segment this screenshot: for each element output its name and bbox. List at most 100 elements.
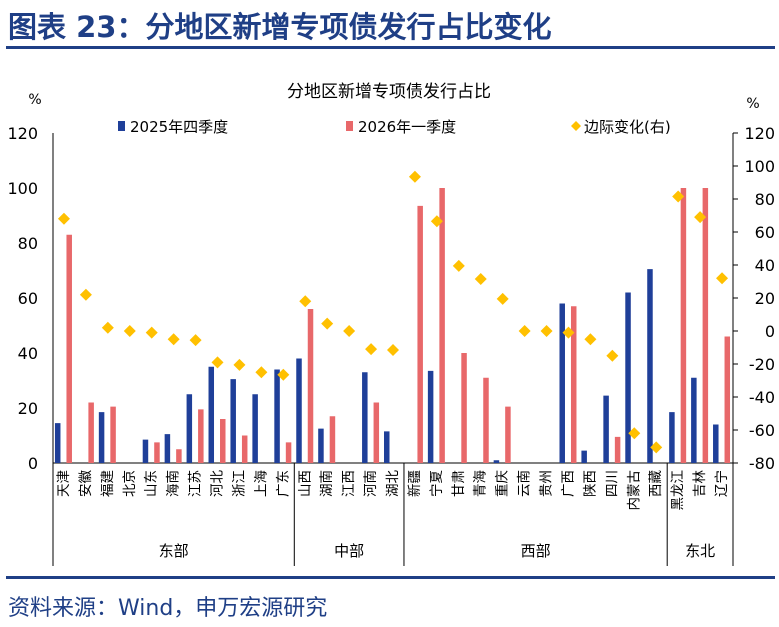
- x-tick-label-北京: 北京: [122, 470, 138, 497]
- y-axis-left-unit: %: [28, 92, 41, 108]
- y-axis-right-unit: %: [746, 96, 759, 112]
- bar-2026q1-新疆: [417, 205, 423, 463]
- bar-2026q1-河南: [373, 402, 380, 463]
- x-tick-label-宁夏: 宁夏: [428, 470, 445, 497]
- x-tick-label-重庆: 重庆: [495, 470, 511, 497]
- x-tick-label-天津: 天津: [56, 470, 72, 497]
- x-tick-label-黑龙江: 黑龙江: [670, 470, 686, 511]
- bar-2026q1-江苏: [198, 409, 204, 463]
- y-tick-left: 0: [28, 454, 38, 473]
- bar-2025q4-山东: [142, 439, 149, 463]
- bar-2026q1-河北: [220, 419, 226, 463]
- y-tick-right: -60: [749, 421, 775, 440]
- bar-2026q1-广东: [285, 442, 292, 463]
- point-change-湖北: [387, 343, 399, 356]
- x-tick-label-云南: 云南: [517, 470, 533, 497]
- bar-2026q1-宁夏: [439, 188, 445, 463]
- x-tick-label-贵州: 贵州: [539, 470, 555, 497]
- y-tick-right: 100: [744, 157, 775, 176]
- legend-change-swatch: [571, 121, 581, 131]
- bar-2026q1-海南: [176, 449, 182, 463]
- bar-2026q1-甘肃: [461, 353, 467, 463]
- bar-2026q1-湖南: [329, 416, 336, 463]
- header-divider: [6, 46, 775, 49]
- bar-2025q4-湖北: [384, 431, 390, 463]
- group-label-东部: 东部: [159, 542, 189, 560]
- point-change-广东: [277, 368, 290, 381]
- x-tick-label-江西: 江西: [341, 470, 357, 497]
- bar-2025q4-西藏: [647, 269, 653, 463]
- bar-2026q1-山西: [307, 309, 314, 463]
- bar-2026q1-吉林: [702, 188, 709, 463]
- bar-2026q1-山东: [154, 442, 160, 463]
- y-tick-right: 20: [755, 289, 775, 308]
- point-change-浙江: [233, 358, 246, 371]
- footer-divider: [6, 576, 775, 579]
- bar-2026q1-辽宁: [724, 336, 731, 463]
- bar-2025q4-四川: [603, 395, 609, 463]
- legend-2025q4-label: 2025年四季度: [130, 118, 228, 136]
- group-label-东北: 东北: [685, 542, 715, 560]
- point-change-西藏: [650, 441, 663, 454]
- x-tick-label-海南: 海南: [166, 470, 182, 497]
- point-change-内蒙古: [628, 427, 641, 440]
- x-tick-label-江苏: 江苏: [188, 470, 204, 497]
- source-note: 资料来源：Wind，申万宏源研究: [8, 596, 328, 621]
- x-tick-label-山西: 山西: [297, 470, 313, 497]
- y-tick-right: -20: [749, 355, 775, 374]
- x-tick-label-广西: 广西: [560, 470, 576, 497]
- point-change-安徽: [79, 288, 92, 301]
- legend-2026q1-label: 2026年一季度: [358, 118, 456, 136]
- figure-title: 图表 23：分地区新增专项债发行占比变化: [8, 10, 552, 44]
- legend-2025q4-swatch: [118, 121, 125, 131]
- point-change-山西: [299, 295, 312, 308]
- x-tick-label-四川: 四川: [604, 470, 620, 497]
- point-change-黑龙江: [672, 190, 685, 203]
- point-change-青海: [474, 273, 487, 286]
- bar-2025q4-天津: [54, 423, 61, 463]
- y-tick-left: 40: [18, 344, 38, 363]
- y-tick-left: 120: [7, 124, 38, 143]
- y-tick-right: -40: [749, 388, 775, 407]
- point-change-湖南: [321, 317, 334, 330]
- legend-change-label: 边际变化(右): [584, 118, 671, 136]
- bar-2025q4-河北: [208, 366, 215, 463]
- bar-2025q4-上海: [252, 394, 258, 463]
- point-change-四川: [606, 349, 619, 362]
- y-tick-right: 0: [765, 322, 775, 341]
- x-tick-label-西藏: 西藏: [648, 470, 664, 498]
- bar-2025q4-黑龙江: [669, 412, 675, 463]
- bar-2025q4-山西: [296, 358, 302, 463]
- bar-2025q4-重庆: [493, 460, 500, 463]
- x-tick-label-青海: 青海: [473, 470, 489, 497]
- x-tick-label-湖北: 湖北: [385, 470, 401, 497]
- point-change-云南: [518, 325, 531, 337]
- point-change-福建: [101, 321, 114, 334]
- x-tick-label-山东: 山东: [144, 470, 160, 497]
- point-change-江苏: [189, 334, 202, 347]
- group-label-西部: 西部: [521, 542, 551, 560]
- y-tick-right: 120: [744, 124, 775, 143]
- point-change-天津: [57, 212, 70, 225]
- legend-2026q1-swatch: [346, 121, 353, 131]
- bar-2025q4-湖南: [318, 428, 324, 463]
- bar-2026q1-浙江: [241, 435, 248, 463]
- x-tick-label-浙江: 浙江: [231, 470, 247, 497]
- y-tick-right: -80: [749, 454, 775, 473]
- bar-2025q4-河南: [362, 372, 368, 463]
- point-change-河北: [211, 356, 224, 369]
- bar-2025q4-浙江: [230, 379, 236, 463]
- point-change-山东: [145, 326, 158, 339]
- bar-2026q1-重庆: [505, 406, 511, 463]
- bar-2025q4-辽宁: [713, 424, 719, 463]
- group-label-中部: 中部: [334, 542, 364, 560]
- point-change-辽宁: [716, 272, 729, 285]
- bar-2025q4-宁夏: [427, 370, 434, 463]
- bar-2025q4-吉林: [691, 377, 697, 463]
- point-change-河南: [365, 343, 378, 356]
- point-change-吉林: [694, 211, 707, 224]
- chart-title: 分地区新增专项债发行占比: [287, 82, 491, 102]
- x-tick-label-新疆: 新疆: [407, 470, 423, 497]
- y-tick-right: 40: [755, 256, 775, 275]
- x-tick-label-广东: 广东: [275, 470, 291, 497]
